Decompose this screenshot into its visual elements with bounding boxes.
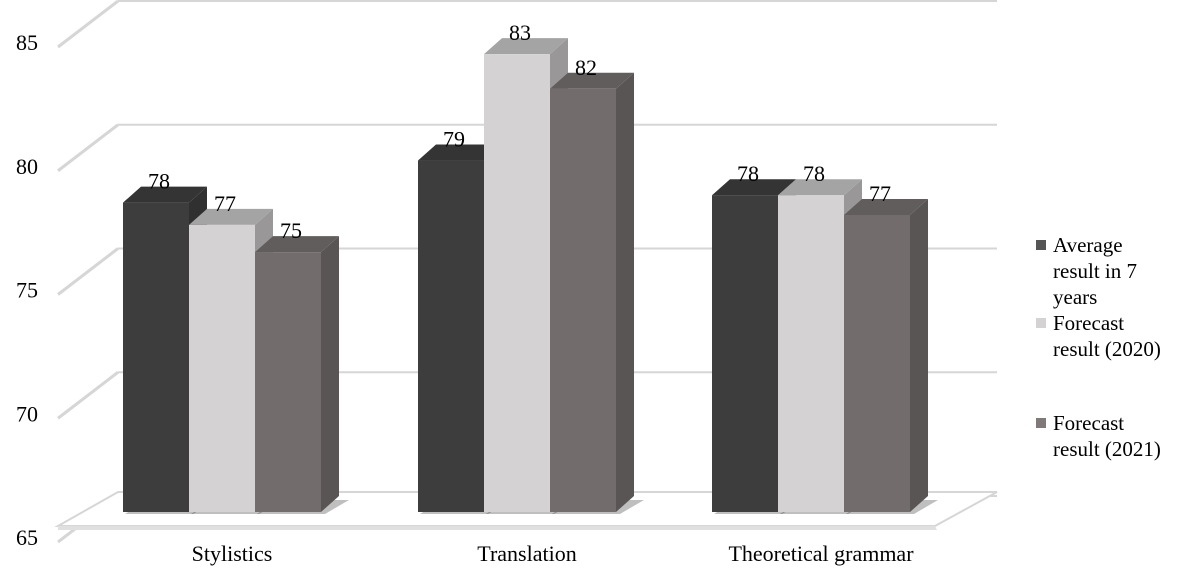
bar-front xyxy=(123,202,189,512)
bar-side xyxy=(321,236,339,512)
legend-line: Forecast xyxy=(1053,311,1125,335)
x-tick-label: Translation xyxy=(477,541,576,566)
gridline-diagonal xyxy=(57,371,119,420)
y-tick-label: 65 xyxy=(16,525,38,550)
legend-swatch-average xyxy=(1036,240,1046,250)
data-label: 77 xyxy=(214,191,236,216)
data-label: 78 xyxy=(737,161,759,186)
x-axis-ticks: Stylistics Translation Theoretical grammar xyxy=(192,541,915,566)
bar-top xyxy=(123,186,207,203)
legend-line: Average xyxy=(1053,233,1123,257)
bar-side xyxy=(910,199,928,512)
x-tick-label: Theoretical grammar xyxy=(728,541,914,566)
gridline-diagonal xyxy=(57,0,119,49)
data-label: 78 xyxy=(803,161,825,186)
data-label: 82 xyxy=(575,55,597,80)
bar-top xyxy=(484,38,568,55)
y-tick-label: 85 xyxy=(16,30,38,55)
legend-line: result (2020) xyxy=(1053,337,1161,361)
bars xyxy=(123,38,938,514)
bar-top xyxy=(418,144,502,161)
bar-front xyxy=(844,215,910,512)
data-label: 79 xyxy=(443,127,465,152)
y-axis-ticks: 65 70 75 80 85 xyxy=(16,30,38,550)
data-label: 77 xyxy=(869,181,891,206)
bar-front xyxy=(255,252,321,512)
data-label: 78 xyxy=(148,169,170,194)
bar-side xyxy=(616,72,634,513)
gridline-diagonal xyxy=(57,247,119,296)
legend-label-forecast-2021: Forecast result (2021) xyxy=(1053,410,1161,462)
bar xyxy=(844,199,938,514)
bar xyxy=(550,72,644,514)
legend-label-average: Average result in 7 years xyxy=(1053,232,1137,310)
legend-swatch-forecast-2020 xyxy=(1036,318,1046,328)
bar-front xyxy=(778,195,844,512)
bar-top xyxy=(550,72,634,89)
bar-front xyxy=(550,88,616,513)
legend-line: Forecast xyxy=(1053,411,1125,435)
legend-line: result (2021) xyxy=(1053,437,1161,461)
y-tick-label: 70 xyxy=(16,401,38,426)
bar-front xyxy=(418,160,484,513)
bar xyxy=(255,236,349,514)
legend-label-forecast-2020: Forecast result (2020) xyxy=(1053,310,1161,362)
bar-front xyxy=(189,224,255,512)
x-tick-label: Stylistics xyxy=(192,541,273,566)
data-label: 75 xyxy=(280,218,302,243)
data-label: 83 xyxy=(509,20,531,45)
y-tick-label: 75 xyxy=(16,278,38,303)
bar-front xyxy=(484,54,550,512)
floor-edge xyxy=(58,526,937,530)
legend-line: result in 7 xyxy=(1053,259,1137,283)
legend-line: years xyxy=(1053,285,1098,309)
y-tick-label: 80 xyxy=(16,154,38,179)
bar-front xyxy=(712,195,778,512)
bar-top xyxy=(189,208,273,225)
bar-top xyxy=(712,179,796,196)
bar-top xyxy=(255,236,339,253)
gridline-diagonal xyxy=(57,123,119,172)
bar-top xyxy=(778,179,862,196)
bar-top xyxy=(844,199,928,215)
data-labels: 78 77 75 79 83 82 78 78 77 xyxy=(148,20,891,243)
legend-swatch-forecast-2021 xyxy=(1036,418,1046,428)
